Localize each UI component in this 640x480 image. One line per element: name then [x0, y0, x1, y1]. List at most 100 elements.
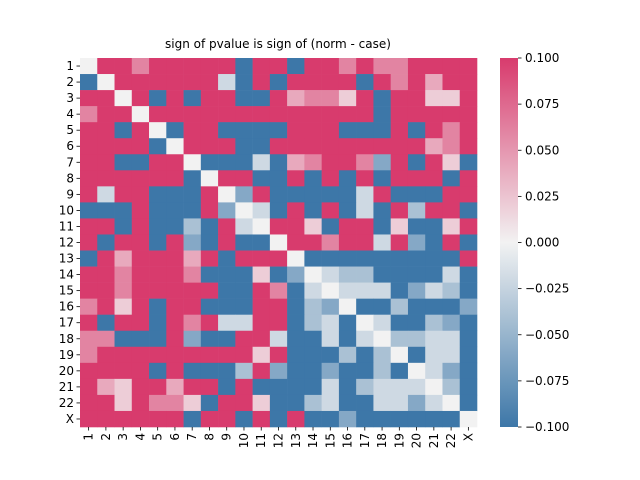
heatmap-cell — [373, 282, 391, 299]
heatmap-cell — [80, 186, 98, 203]
heatmap-cell — [252, 234, 271, 251]
heatmap-cell — [269, 234, 288, 251]
heatmap-cell — [183, 106, 202, 123]
heatmap-cell — [183, 170, 202, 187]
heatmap-cell — [218, 410, 236, 428]
column-tick-label: 1 — [82, 433, 96, 441]
heatmap-cell — [80, 266, 98, 283]
heatmap-cell — [373, 218, 391, 235]
heatmap-cell — [252, 154, 271, 171]
row-tick-label: X — [66, 412, 74, 426]
heatmap-cell — [166, 282, 184, 299]
heatmap-cell — [218, 58, 236, 75]
heatmap-cell — [459, 410, 478, 428]
heatmap-cell — [235, 282, 253, 299]
heatmap-cell — [80, 106, 98, 123]
heatmap-cell — [338, 138, 357, 155]
heatmap-cell — [252, 314, 271, 332]
row-tick-label: 20 — [59, 364, 74, 378]
heatmap-cell — [373, 122, 391, 139]
heatmap-cell — [166, 346, 184, 364]
heatmap-cell — [356, 202, 374, 219]
column-tick-label: 7 — [185, 433, 199, 441]
row-tick-label: 16 — [59, 300, 74, 314]
column-tick-label: 21 — [427, 433, 441, 448]
heatmap-cell — [459, 378, 478, 396]
heatmap-cell — [425, 218, 443, 235]
heatmap-cell — [183, 362, 202, 380]
heatmap-cell — [149, 250, 167, 267]
row-tick-label: 17 — [59, 316, 74, 330]
heatmap-cell — [183, 282, 202, 299]
heatmap-cell — [390, 282, 409, 299]
heatmap-cell — [321, 266, 340, 283]
heatmap-cell — [407, 234, 426, 251]
heatmap-cell — [114, 394, 133, 412]
heatmap-cell — [407, 138, 426, 155]
heatmap-cell — [373, 186, 391, 203]
heatmap-cell — [269, 74, 288, 91]
column-tick-label: 14 — [306, 433, 320, 448]
heatmap-cell — [287, 410, 305, 428]
heatmap-cell — [200, 282, 219, 299]
heatmap-cell — [287, 170, 305, 187]
heatmap-cell — [407, 122, 426, 139]
heatmap-cell — [80, 74, 98, 91]
heatmap-cell — [149, 378, 167, 396]
heatmap-cell — [442, 362, 461, 380]
heatmap-cell — [356, 186, 374, 203]
colorbar-tick-label: 0.050 — [525, 143, 559, 157]
heatmap-cell — [287, 298, 305, 315]
heatmap-cell — [442, 90, 461, 107]
heatmap-cell — [304, 122, 322, 139]
heatmap-cell — [356, 346, 374, 364]
heatmap-cell — [269, 90, 288, 107]
heatmap-cell — [131, 202, 150, 219]
heatmap-cell — [321, 250, 340, 267]
heatmap-cell — [390, 346, 409, 364]
heatmap-cell — [390, 234, 409, 251]
heatmap-cell — [442, 234, 461, 251]
heatmap-cell — [459, 138, 478, 155]
heatmap-cell — [218, 186, 236, 203]
heatmap-cell — [235, 122, 253, 139]
heatmap-cell — [425, 282, 443, 299]
heatmap-cell — [235, 314, 253, 332]
heatmap-cell — [407, 298, 426, 315]
heatmap-cell — [407, 58, 426, 75]
heatmap-cell — [459, 394, 478, 412]
heatmap-cell — [287, 186, 305, 203]
heatmap-cell — [321, 186, 340, 203]
row-tick-label: 6 — [66, 139, 74, 153]
heatmap-cell — [390, 394, 409, 412]
heatmap-cell — [114, 106, 133, 123]
heatmap-cell — [338, 170, 357, 187]
heatmap-cell — [356, 154, 374, 171]
heatmap-cell — [425, 250, 443, 267]
heatmap-cell — [442, 314, 461, 332]
heatmap-cell — [235, 106, 253, 123]
heatmap-cell — [235, 138, 253, 155]
heatmap-cell — [304, 106, 322, 123]
heatmap-cell — [218, 378, 236, 396]
heatmap-cell — [97, 186, 115, 203]
heatmap-cell — [183, 218, 202, 235]
heatmap-cell — [252, 106, 271, 123]
heatmap-cell — [200, 138, 219, 155]
heatmap-cell — [338, 58, 357, 75]
heatmap-cell — [149, 298, 167, 315]
row-tick-label: 10 — [59, 203, 74, 217]
heatmap-cell — [304, 58, 322, 75]
heatmap-cell — [304, 234, 322, 251]
heatmap-cell — [442, 410, 461, 428]
heatmap-cell — [356, 170, 374, 187]
heatmap-cell — [149, 90, 167, 107]
column-tick-label: 12 — [272, 433, 286, 448]
heatmap-cell — [97, 362, 115, 380]
heatmap-cell — [166, 154, 184, 171]
heatmap-cell — [149, 122, 167, 139]
heatmap-cell — [442, 170, 461, 187]
heatmap-cell — [80, 218, 98, 235]
heatmap-cell — [321, 362, 340, 380]
